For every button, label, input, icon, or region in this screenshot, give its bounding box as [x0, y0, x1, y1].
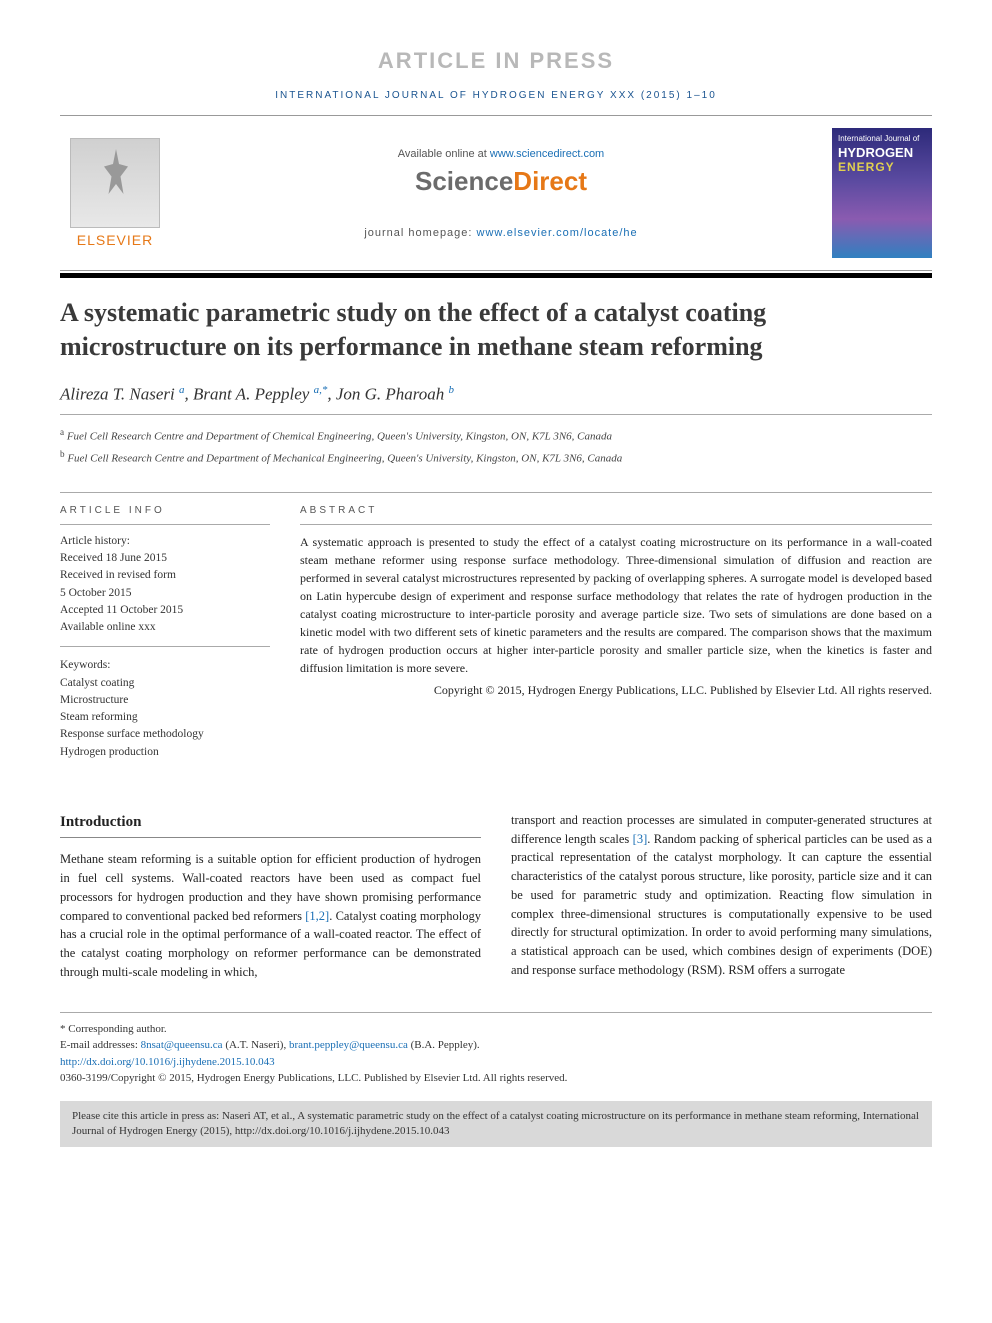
author-2-corr[interactable]: * [322, 384, 328, 396]
journal-header: INTERNATIONAL JOURNAL OF HYDROGEN ENERGY… [60, 82, 932, 115]
revised-line1: Received in revised form [60, 567, 270, 584]
abstract: ABSTRACT A systematic approach is presen… [300, 493, 932, 761]
keyword-4: Response surface methodology [60, 726, 270, 743]
intro-paragraph: Methane steam reforming is a suitable op… [60, 850, 481, 981]
email-label: E-mail addresses: [60, 1039, 141, 1051]
doi-link[interactable]: http://dx.doi.org/10.1016/j.ijhydene.201… [60, 1054, 932, 1071]
column-right: transport and reaction processes are sim… [511, 811, 932, 982]
title-section: A systematic parametric study on the eff… [60, 273, 932, 1147]
revised-line2: 5 October 2015 [60, 585, 270, 602]
homepage-link[interactable]: www.elsevier.com/locate/he [477, 227, 638, 239]
sd-science: Science [415, 166, 513, 196]
elsevier-text: ELSEVIER [77, 232, 153, 248]
author-3: Jon G. Pharoah [336, 384, 444, 403]
cover-line2: HYDROGEN [838, 145, 926, 160]
info-abstract-row: ARTICLE INFO Article history: Received 1… [60, 492, 932, 761]
header-box: ELSEVIER Available online at www.science… [60, 115, 932, 271]
col2-paragraph: transport and reaction processes are sim… [511, 811, 932, 980]
issn-copyright: 0360-3199/Copyright © 2015, Hydrogen Ene… [60, 1070, 932, 1087]
accepted-date: Accepted 11 October 2015 [60, 602, 270, 619]
cover-line1: International Journal of [838, 134, 926, 143]
sciencedirect-link[interactable]: www.sciencedirect.com [490, 148, 604, 160]
article-info-heading: ARTICLE INFO [60, 493, 270, 525]
abstract-copyright: Copyright © 2015, Hydrogen Energy Public… [300, 681, 932, 699]
homepage-prefix: journal homepage: [364, 227, 476, 239]
corresponding-author: * Corresponding author. [60, 1021, 932, 1038]
history-block: Article history: Received 18 June 2015 R… [60, 533, 270, 648]
keyword-2: Microstructure [60, 692, 270, 709]
affiliation-a: Fuel Cell Research Centre and Department… [67, 431, 612, 443]
keyword-3: Steam reforming [60, 709, 270, 726]
email-2-name: (B.A. Peppley). [408, 1039, 480, 1051]
keyword-5: Hydrogen production [60, 744, 270, 761]
press-banner: ARTICLE IN PRESS [60, 40, 932, 82]
column-left: Introduction Methane steam reforming is … [60, 811, 481, 982]
author-3-aff[interactable]: b [449, 384, 455, 396]
author-1: Alireza T. Naseri [60, 384, 175, 403]
abstract-text: A systematic approach is presented to st… [300, 533, 932, 677]
authors: Alireza T. Naseri a, Brant A. Peppley a,… [60, 384, 932, 416]
sd-direct: Direct [513, 166, 587, 196]
received-date: Received 18 June 2015 [60, 550, 270, 567]
keywords-label: Keywords: [60, 657, 270, 674]
elsevier-tree-icon [70, 138, 160, 228]
ref-1-2[interactable]: [1,2] [305, 909, 329, 923]
cite-box: Please cite this article in press as: Na… [60, 1101, 932, 1148]
author-2-aff[interactable]: a, [314, 384, 322, 396]
ref-3[interactable]: [3] [633, 832, 648, 846]
author-2: Brant A. Peppley [193, 384, 309, 403]
journal-cover: International Journal of HYDROGEN ENERGY [832, 128, 932, 258]
email-1[interactable]: 8nsat@queensu.ca [141, 1039, 223, 1051]
available-prefix: Available online at [398, 148, 490, 160]
body-columns: Introduction Methane steam reforming is … [60, 811, 932, 982]
article-info: ARTICLE INFO Article history: Received 1… [60, 493, 270, 761]
sciencedirect-logo: ScienceDirect [170, 166, 832, 197]
affiliation-b: Fuel Cell Research Centre and Department… [67, 452, 622, 464]
article-title: A systematic parametric study on the eff… [60, 296, 932, 364]
footer-block: * Corresponding author. E-mail addresses… [60, 1012, 932, 1087]
header-center: Available online at www.sciencedirect.co… [170, 148, 832, 239]
email-2[interactable]: brant.peppley@queensu.ca [289, 1039, 408, 1051]
cover-line3: ENERGY [838, 160, 926, 174]
elsevier-logo: ELSEVIER [60, 138, 170, 248]
online-date: Available online xxx [60, 619, 270, 636]
intro-heading: Introduction [60, 811, 481, 839]
history-label: Article history: [60, 533, 270, 550]
author-1-aff[interactable]: a [179, 384, 185, 396]
affiliations: a Fuel Cell Research Centre and Departme… [60, 425, 932, 482]
keyword-1: Catalyst coating [60, 675, 270, 692]
email-1-name: (A.T. Naseri), [223, 1039, 289, 1051]
col2-text-b: . Random packing of spherical particles … [511, 832, 932, 977]
keywords-block: Keywords: Catalyst coating Microstructur… [60, 657, 270, 761]
abstract-heading: ABSTRACT [300, 493, 932, 525]
